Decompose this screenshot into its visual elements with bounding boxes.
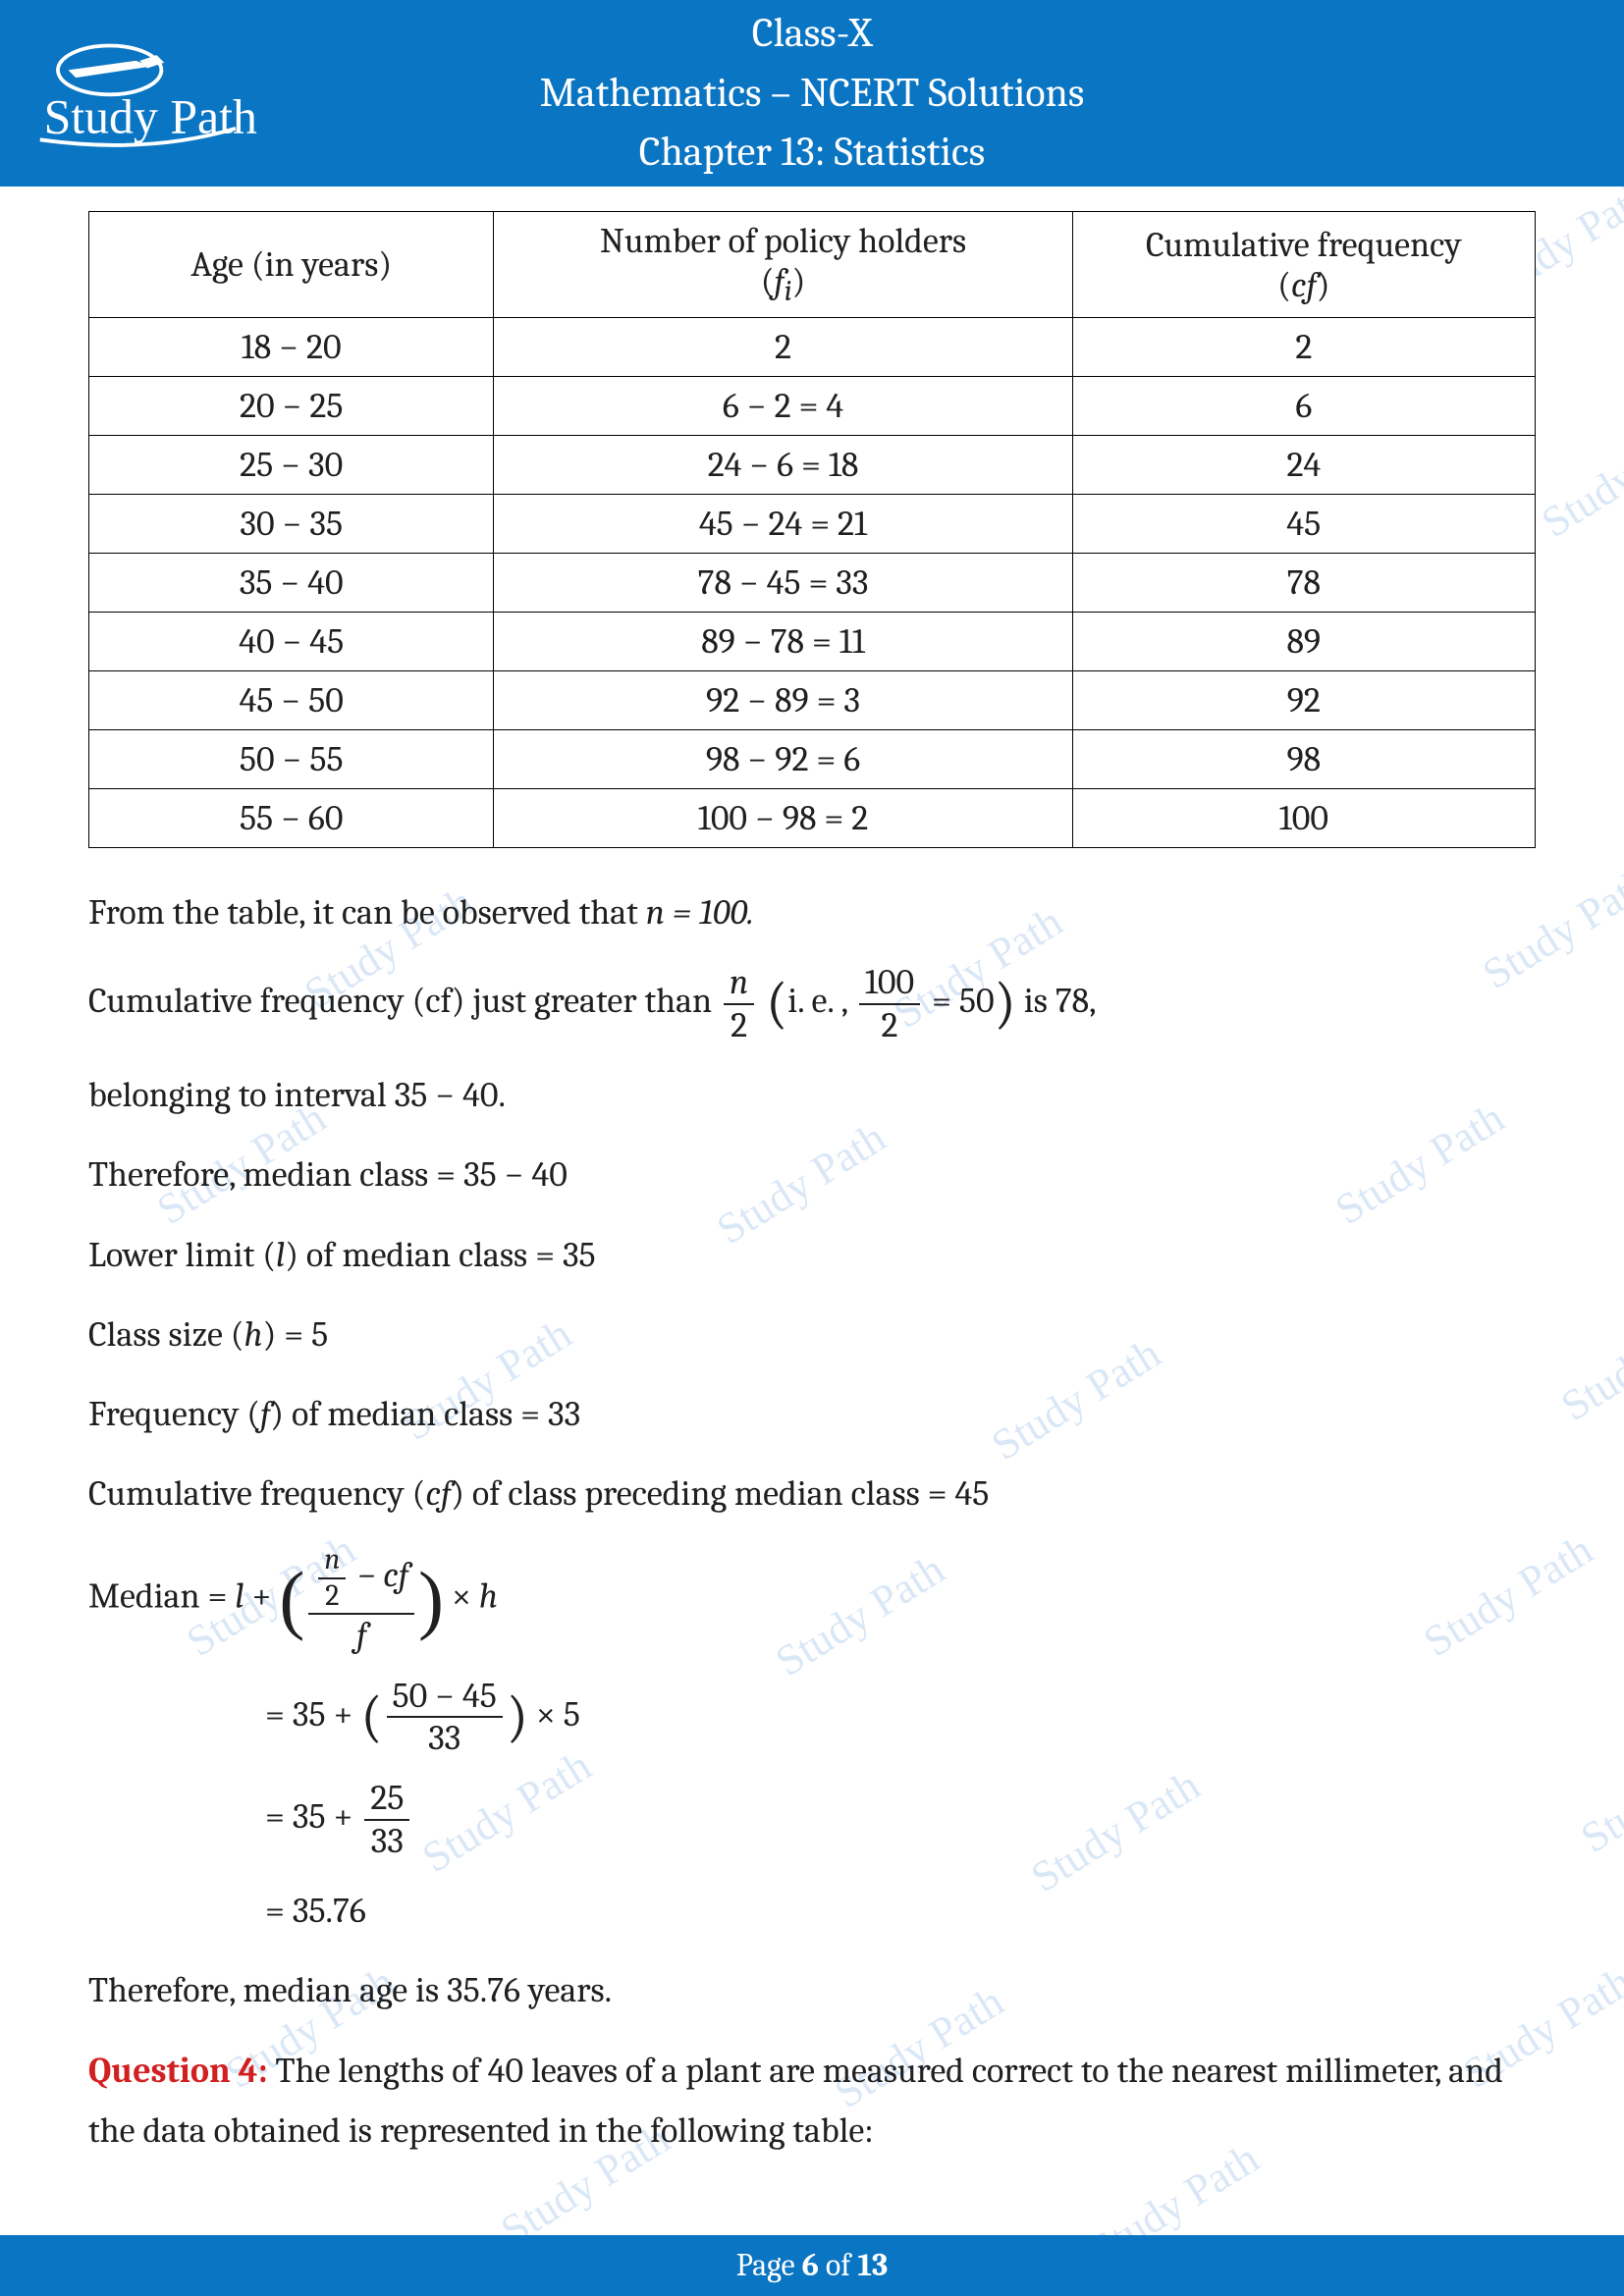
median-step2: = 35 + (50 − 4533) × 5 bbox=[88, 1676, 1536, 1759]
cf-pre: Cumulative frequency (cf) just greater t… bbox=[88, 981, 720, 1021]
table-row: 55 − 60100 − 98 = 2100 bbox=[89, 789, 1536, 848]
table-row: 18 − 2022 bbox=[89, 318, 1536, 377]
question-4-text: The lengths of 40 leaves of a plant are … bbox=[88, 2051, 1503, 2151]
col-fi: Number of policy holders bbox=[600, 221, 966, 261]
median-step4: = 35.76 bbox=[88, 1881, 1536, 1941]
col-age: Age (in years) bbox=[190, 244, 392, 285]
median-step3: = 35 + 2533 bbox=[88, 1778, 1536, 1861]
belong-interval: belonging to interval 35 − 40. bbox=[88, 1065, 1536, 1125]
page-footer: Page 6 of 13 bbox=[0, 2235, 1624, 2296]
content: Age (in years) Number of policy holders … bbox=[0, 187, 1624, 2161]
table-row: 35 − 4078 − 45 = 3378 bbox=[89, 554, 1536, 613]
page-total: 13 bbox=[857, 2247, 888, 2283]
table-row: 50 − 5598 − 92 = 698 bbox=[89, 730, 1536, 789]
question-4-label: Question 4: bbox=[88, 2051, 268, 2091]
logo: Study Path bbox=[34, 34, 260, 151]
logo-text: Study Path bbox=[44, 90, 257, 144]
col-cf: Cumulative frequency bbox=[1146, 225, 1462, 265]
question-4: Question 4: The lengths of 40 leaves of … bbox=[88, 2041, 1536, 2161]
table-row: 45 − 5092 − 89 = 392 bbox=[89, 671, 1536, 730]
table-row: 40 − 4589 − 78 = 1189 bbox=[89, 613, 1536, 671]
page-number: 6 bbox=[802, 2247, 819, 2283]
cf-post: is 78, bbox=[1024, 981, 1097, 1021]
median-formula: Median = l + ( n2 − cf f ) × h bbox=[88, 1543, 1536, 1655]
frequency-table: Age (in years) Number of policy holders … bbox=[88, 211, 1536, 848]
table-row: 30 − 3545 − 24 = 2145 bbox=[89, 495, 1536, 554]
table-row: 20 − 256 − 2 = 46 bbox=[89, 377, 1536, 436]
table-row: 25 − 3024 − 6 = 1824 bbox=[89, 436, 1536, 495]
obs-eq: n = 100. bbox=[646, 892, 754, 933]
conclusion: Therefore, median age is 35.76 years. bbox=[88, 1960, 1536, 2020]
table-body: 18 − 202220 − 256 − 2 = 4625 − 3024 − 6 … bbox=[89, 318, 1536, 848]
median-class: Therefore, median class = 35 − 40 bbox=[88, 1145, 1536, 1204]
page-header: Study Path Class-X Mathematics – NCERT S… bbox=[0, 0, 1624, 187]
obs-pre: From the table, it can be observed that bbox=[88, 892, 646, 933]
